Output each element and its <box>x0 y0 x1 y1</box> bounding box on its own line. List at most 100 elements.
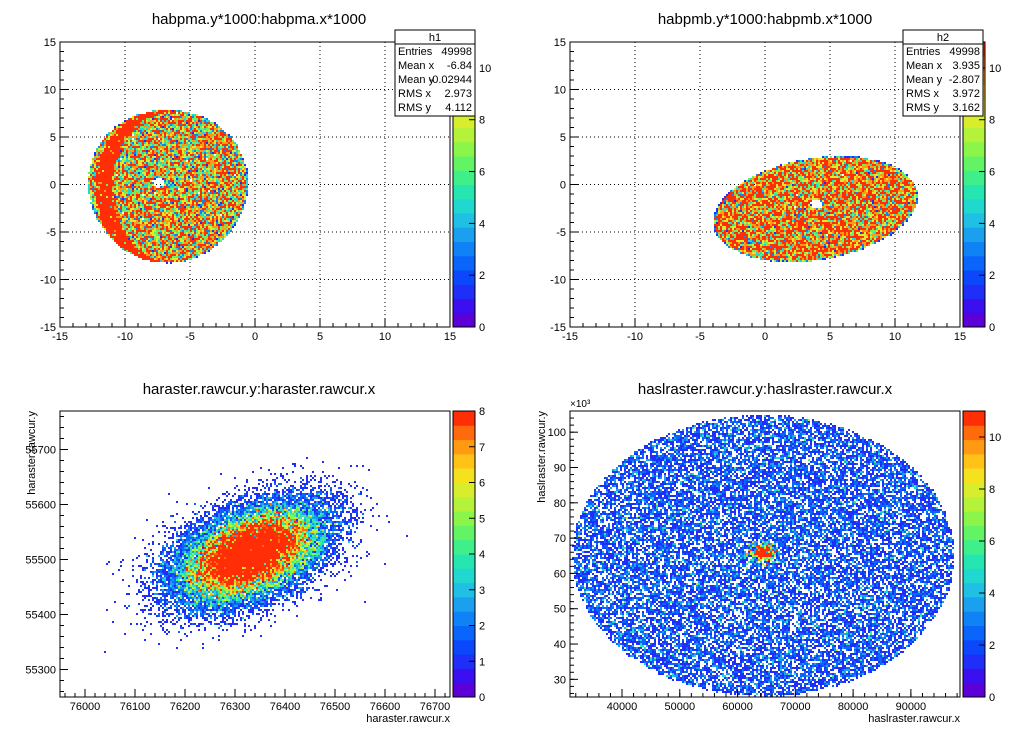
density-cell <box>186 162 188 164</box>
density-cell <box>202 144 204 146</box>
density-cell <box>146 214 148 216</box>
density-cell <box>120 132 122 134</box>
density-cell <box>204 176 206 178</box>
density-cell <box>226 154 228 156</box>
density-cell <box>146 168 148 170</box>
density-cell <box>114 202 116 204</box>
density-cell <box>162 164 164 166</box>
density-cell <box>200 248 202 250</box>
density-cell <box>238 192 240 194</box>
density-cell <box>234 172 236 174</box>
density-cell <box>180 124 182 126</box>
density-cell <box>94 178 96 180</box>
density-cell <box>194 254 196 256</box>
density-cell <box>232 178 234 180</box>
density-cell <box>152 168 154 170</box>
density-cell <box>128 216 130 218</box>
density-cell <box>176 168 178 170</box>
density-cell <box>158 168 160 170</box>
density-cell <box>158 164 160 166</box>
density-cell <box>196 230 198 232</box>
density-cell <box>228 138 230 140</box>
density-cell <box>120 242 122 244</box>
density-cell <box>148 126 150 128</box>
density-cell <box>148 198 150 200</box>
density-cell <box>206 220 208 222</box>
density-cell <box>210 172 212 174</box>
density-cell <box>220 192 222 194</box>
density-cell <box>148 148 150 150</box>
density-cell <box>142 200 144 202</box>
density-cell <box>246 188 248 190</box>
density-cell <box>178 136 180 138</box>
density-cell <box>210 192 212 194</box>
density-cell <box>186 198 188 200</box>
density-cell <box>194 204 196 206</box>
density-cell <box>204 252 206 254</box>
density-cell <box>132 238 134 240</box>
density-cell <box>208 126 210 128</box>
density-cell <box>110 204 112 206</box>
density-cell <box>112 160 114 162</box>
density-cell <box>160 236 162 238</box>
density-cell <box>206 168 208 170</box>
density-cell <box>176 216 178 218</box>
density-cell <box>180 128 182 130</box>
density-cell <box>146 192 148 194</box>
density-cell <box>174 188 176 190</box>
density-cell <box>106 162 108 164</box>
density-cell <box>206 132 208 134</box>
density-cell <box>156 140 158 142</box>
density-cell <box>182 218 184 220</box>
density-cell <box>108 224 110 226</box>
density-cell <box>104 226 106 228</box>
density-cell <box>152 200 154 202</box>
density-cell <box>94 170 96 172</box>
density-cell <box>98 214 100 216</box>
stats-box-name: h1 <box>429 32 441 44</box>
density-cell <box>138 120 140 122</box>
density-cell <box>204 214 206 216</box>
density-cell <box>208 158 210 160</box>
density-cell <box>92 196 94 198</box>
density-cell <box>154 132 156 134</box>
density-cell <box>212 166 214 168</box>
density-cell <box>150 176 152 178</box>
density-cell <box>184 116 186 118</box>
density-cell <box>192 138 194 140</box>
density-cell <box>182 114 184 116</box>
density-cell <box>234 210 236 212</box>
density-cell <box>120 130 122 132</box>
density-cell <box>88 190 90 192</box>
density-cell <box>140 204 142 206</box>
density-cell <box>174 184 176 186</box>
density-cell <box>92 198 94 200</box>
density-cell <box>112 228 114 230</box>
density-cell <box>230 170 232 172</box>
density-cell <box>154 152 156 154</box>
density-cell <box>142 186 144 188</box>
density-cell <box>162 198 164 200</box>
density-cell <box>142 148 144 150</box>
density-cell <box>228 158 230 160</box>
density-cell <box>132 144 134 146</box>
density-cell <box>124 208 126 210</box>
density-cell <box>186 200 188 202</box>
density-cell <box>142 170 144 172</box>
density-cell <box>96 158 98 160</box>
density-cell <box>192 128 194 130</box>
density-cell <box>124 172 126 174</box>
density-cell <box>220 236 222 238</box>
density-cell <box>100 158 102 160</box>
density-cell <box>164 202 166 204</box>
density-cell <box>132 224 134 226</box>
density-cell <box>178 122 180 124</box>
density-cell <box>168 218 170 220</box>
density-cell <box>204 186 206 188</box>
density-cell <box>192 144 194 146</box>
density-cell <box>174 216 176 218</box>
density-cell <box>214 174 216 176</box>
density-cell <box>198 168 200 170</box>
density-cell <box>124 128 126 130</box>
density-cell <box>142 234 144 236</box>
